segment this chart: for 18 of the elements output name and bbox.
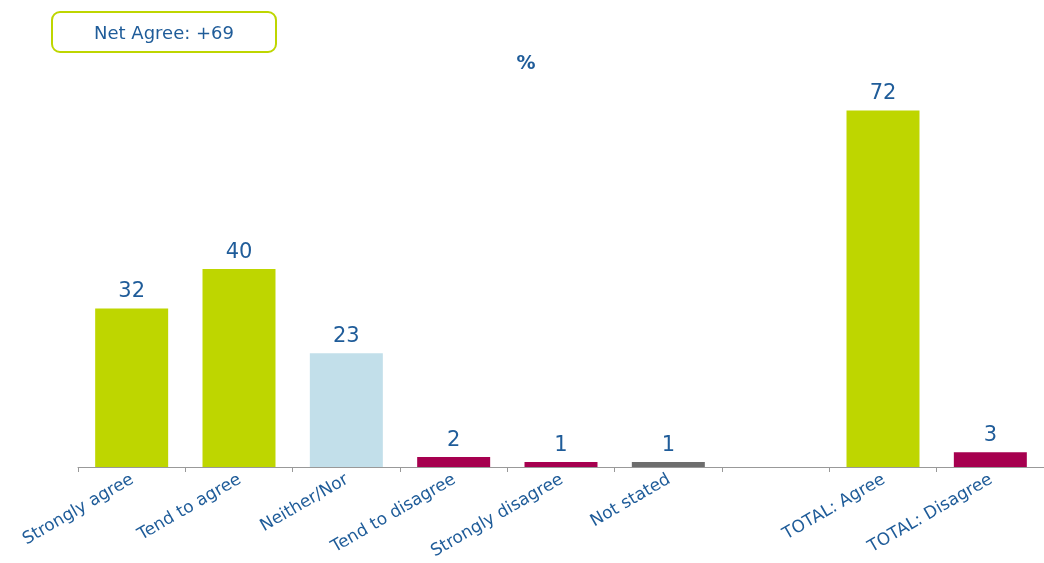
data-label: 72 — [869, 80, 897, 105]
bar — [95, 308, 169, 467]
data-label: 32 — [118, 278, 146, 303]
bar — [202, 269, 276, 467]
bar — [953, 452, 1027, 467]
bar — [417, 457, 491, 467]
data-label: 1 — [661, 431, 676, 456]
data-label: 40 — [225, 238, 253, 263]
chart-title: % — [516, 50, 536, 73]
data-label: 2 — [446, 426, 461, 451]
data-label: 23 — [332, 322, 360, 347]
data-label: 3 — [983, 421, 998, 446]
bar — [631, 462, 705, 467]
bar — [524, 462, 598, 467]
text: Net Agree: +69 — [94, 21, 234, 43]
bar — [309, 353, 383, 467]
bar — [846, 110, 920, 467]
data-label: 1 — [554, 431, 568, 456]
